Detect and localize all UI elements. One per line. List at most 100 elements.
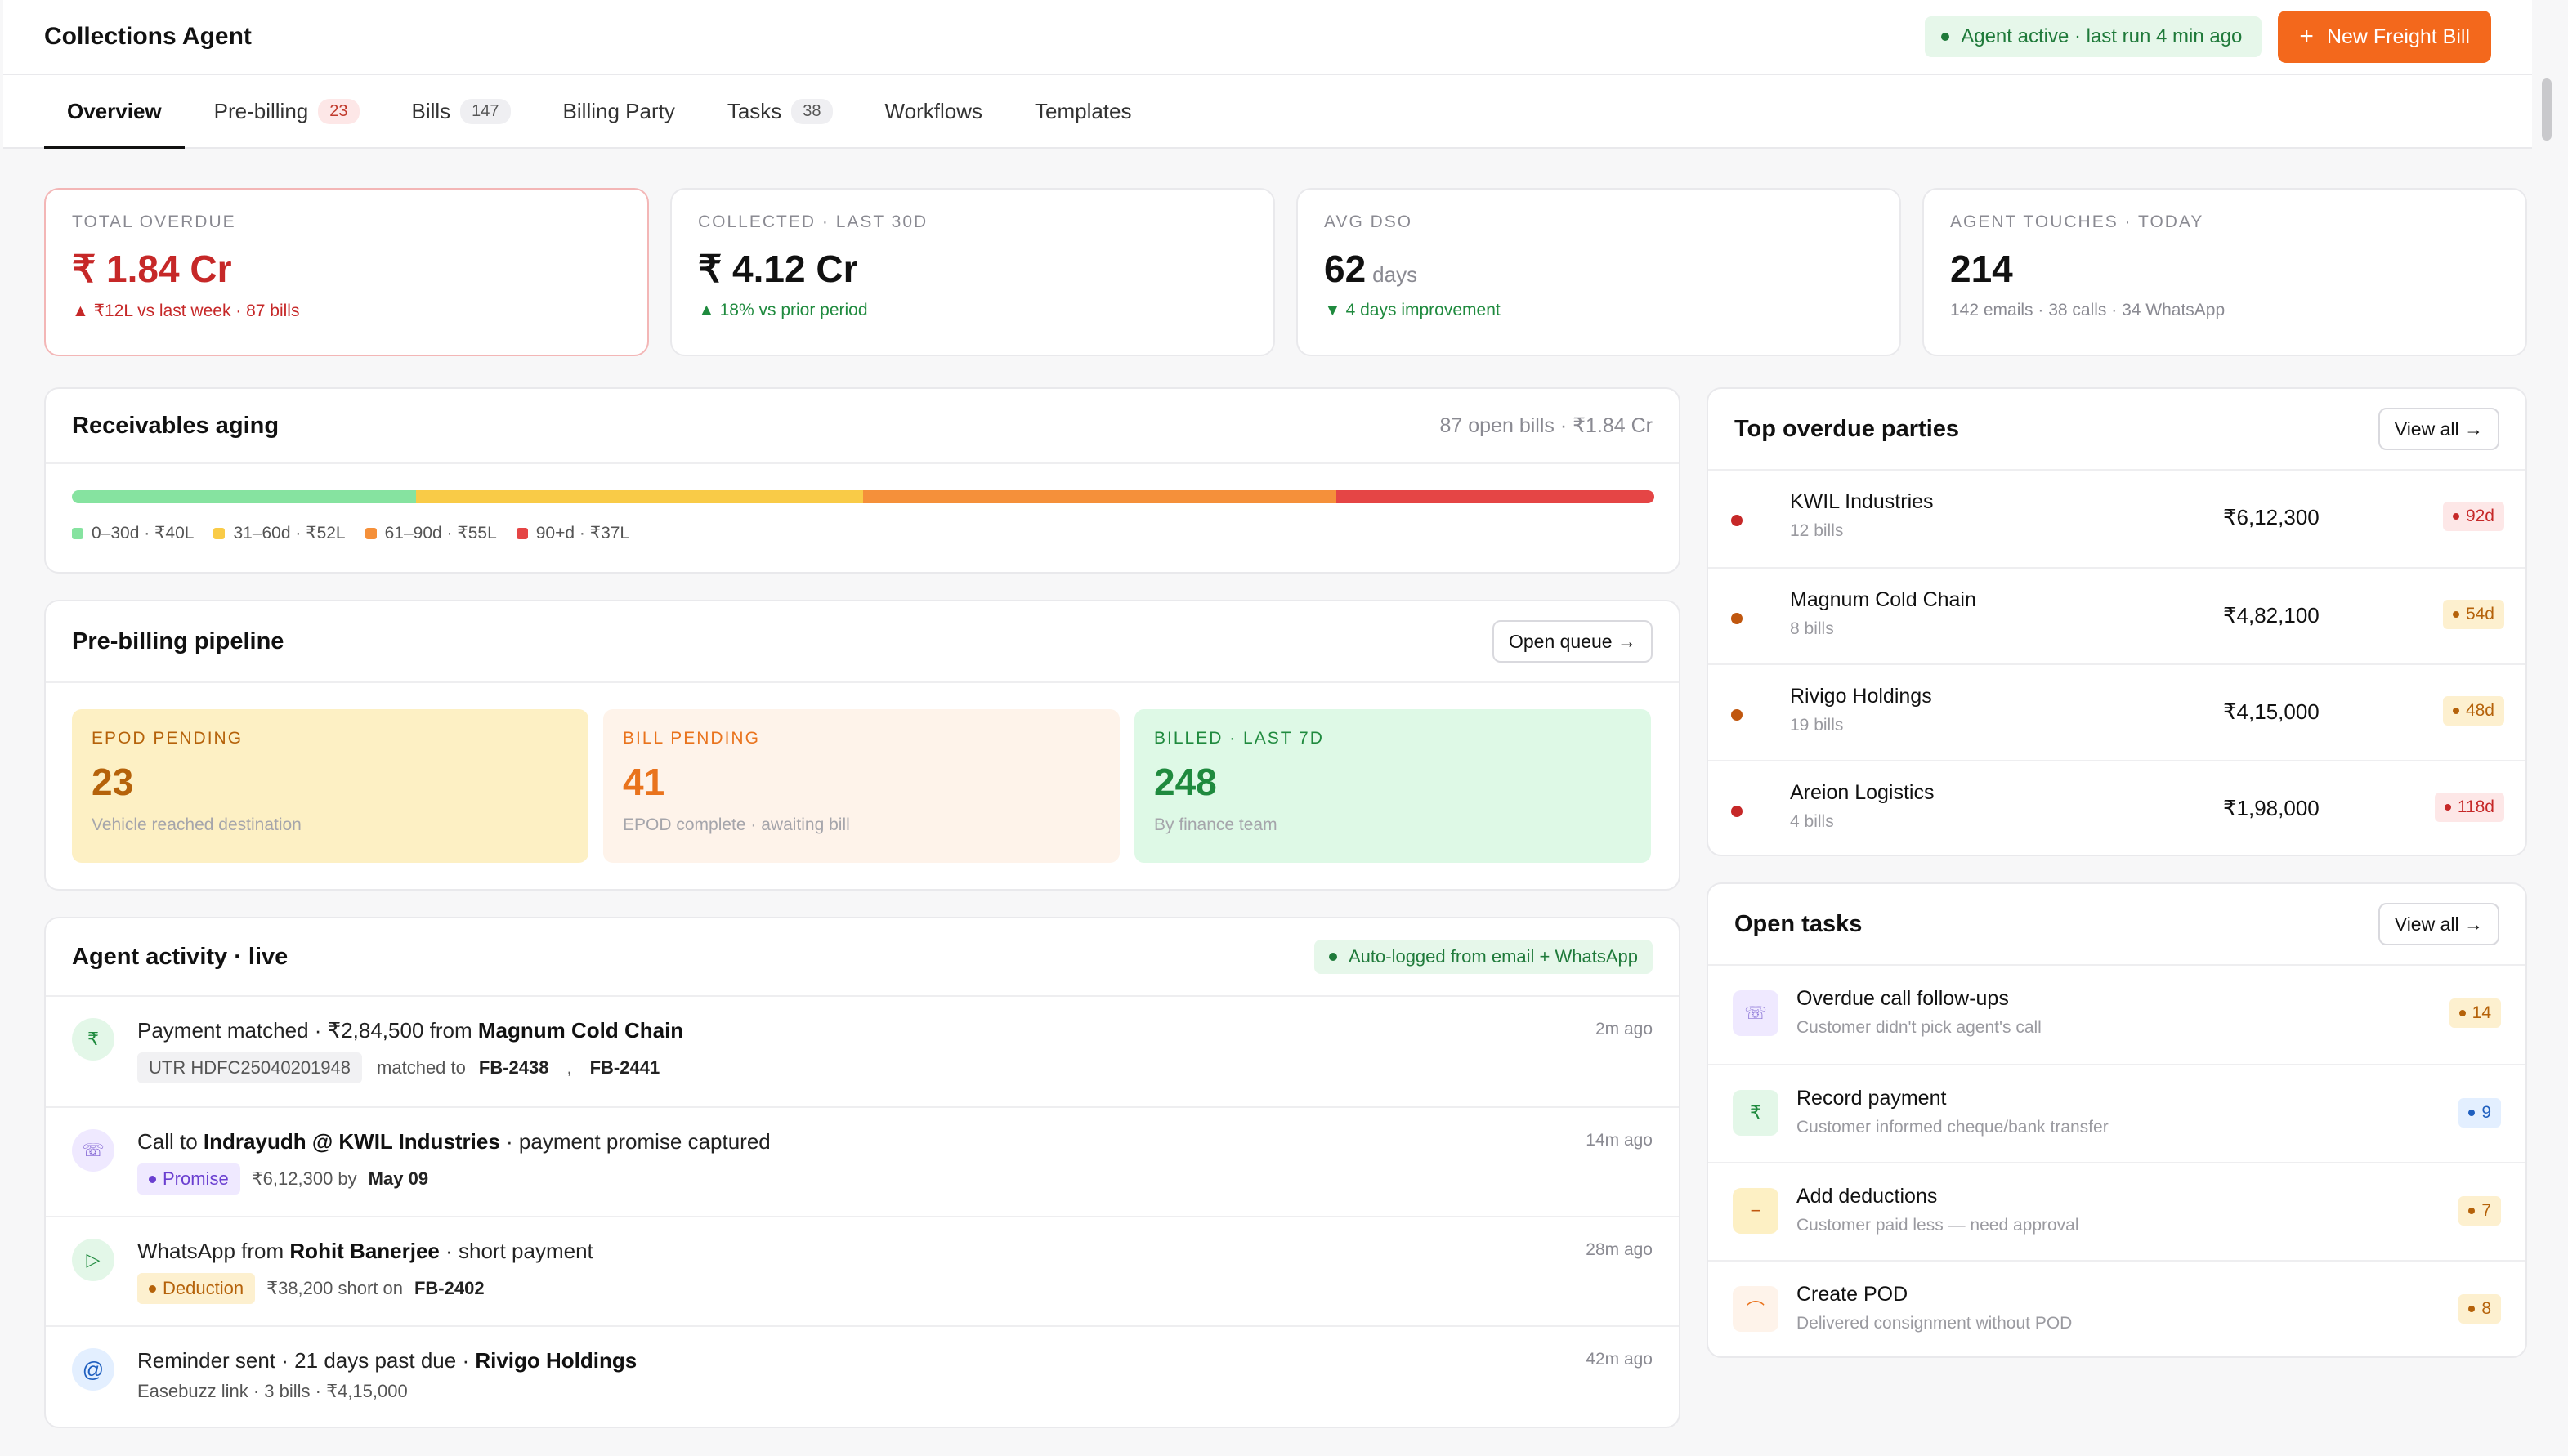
kpi-card-total-overdue: TOTAL OVERDUE ₹ 1.84 Cr ▲ ₹12L vs last w…	[44, 188, 649, 356]
kpi-trend: ▲ 18% vs prior period	[698, 301, 868, 319]
scrollbar-thumb[interactable]	[2542, 78, 2552, 141]
status-dot-icon	[149, 1175, 156, 1183]
task-row[interactable]: ₹ Record payment Customer informed cheque/…	[1708, 1064, 2525, 1162]
kpi-trend: ▲ ₹12L vs last week · 87 bills	[72, 301, 300, 320]
bill-link[interactable]: FB-2402	[414, 1278, 485, 1298]
aging-legend: 0–30d · ₹40L 31–60d · ₹52L 61–90d · ₹55L 90…	[72, 523, 649, 543]
kpi-card-collected: COLLECTED · LAST 30D ₹ 4.12 Cr ▲ 18% vs …	[670, 188, 1275, 356]
tab-templates[interactable]: Templates	[1012, 75, 1155, 147]
pipeline-stage-bill-pending[interactable]: BILL PENDING 41 EPOD complete · awaiting…	[603, 709, 1120, 863]
activity-time: 28m ago	[1586, 1240, 1653, 1259]
detail-text: matched to	[377, 1057, 466, 1078]
auto-logged-badge: Auto-logged from email + WhatsApp	[1313, 940, 1653, 974]
detail-text: ₹38,200 short on	[266, 1278, 403, 1298]
tab-bills[interactable]: Bills 147	[389, 75, 534, 147]
severity-dot-icon	[1731, 515, 1743, 526]
separator: ,	[566, 1057, 572, 1078]
kpi-unit: days	[1372, 262, 1418, 287]
tab-tasks[interactable]: Tasks 38	[705, 75, 856, 147]
severity-dot-icon	[1731, 709, 1743, 721]
tab-count-badge: 23	[318, 98, 360, 124]
task-row[interactable]: − Add deductions Customer paid less — need…	[1708, 1162, 2525, 1260]
bill-link[interactable]: FB-2441	[589, 1057, 660, 1078]
tab-pre-billing[interactable]: Pre-billing 23	[191, 75, 383, 147]
new-freight-bill-button[interactable]: + New Freight Bill	[2278, 11, 2491, 63]
activity-text-part: · short payment	[439, 1239, 593, 1263]
party-row[interactable]: Rivigo Holdings 19 bills ₹4,15,000 48d	[1708, 663, 2525, 760]
severity-dot-icon	[1731, 613, 1743, 624]
badge-label: 14	[2472, 1003, 2491, 1022]
pipeline-stages: EPOD PENDING 23 Vehicle reached destinat…	[72, 709, 1651, 863]
phone-icon: ☏	[1733, 990, 1778, 1036]
minus-icon: −	[1733, 1188, 1778, 1234]
detail-text: ₹6,12,300 by	[251, 1168, 357, 1189]
badge-label: 54d	[2465, 605, 2494, 623]
kpi-label: COLLECTED · LAST 30D	[698, 212, 928, 231]
tab-label: Tasks	[727, 98, 782, 123]
tab-label: Workflows	[884, 98, 982, 123]
task-count-badge: 7	[2458, 1196, 2501, 1226]
activity-item[interactable]: ▷ WhatsApp from Rohit Banerjee · short p…	[46, 1216, 1679, 1325]
rupee-icon: ₹	[1733, 1090, 1778, 1136]
activity-item[interactable]: @ Reminder sent · 21 days past due · Riv…	[46, 1325, 1679, 1427]
activity-party: Magnum Cold Chain	[477, 1018, 684, 1043]
activity-item[interactable]: ₹ Payment matched · ₹2,84,500 from Magnu…	[46, 997, 1679, 1106]
legend-item: 31–60d · ₹52L	[213, 523, 346, 543]
task-row[interactable]: ☏ Overdue call follow-ups Customer didn't …	[1708, 966, 2525, 1064]
whatsapp-icon: ▷	[72, 1239, 114, 1281]
status-dot-icon	[2458, 1010, 2466, 1016]
badge-label: 92d	[2465, 507, 2494, 525]
agent-activity-card: Agent activity · live Auto-logged from e…	[44, 917, 1680, 1428]
party-row[interactable]: KWIL Industries 12 bills ₹6,12,300 92d	[1708, 471, 2525, 567]
party-bill-count: 8 bills	[1790, 619, 1834, 638]
bill-link[interactable]: FB-2438	[478, 1057, 549, 1078]
party-row[interactable]: Areion Logistics 4 bills ₹1,98,000 118d	[1708, 760, 2525, 855]
legend-swatch	[516, 527, 528, 539]
activity-text: Payment matched · ₹2,84,500 from Magnum …	[137, 1018, 683, 1043]
stage-value: 248	[1154, 761, 1217, 803]
open-queue-button[interactable]: Open queue →	[1492, 620, 1653, 663]
stage-value: 41	[623, 761, 665, 803]
kpi-value: 62	[1324, 248, 1367, 290]
legend-label: 0–30d · ₹40L	[92, 524, 195, 543]
utr-chip: UTR HDFC25040201948	[137, 1052, 363, 1083]
task-title: Overdue call follow-ups	[1796, 987, 2009, 1010]
task-description: Customer informed cheque/bank transfer	[1796, 1118, 2109, 1137]
agent-status-text: Agent active · last run 4 min ago	[1961, 25, 2243, 47]
aging-summary: 87 open bills · ₹1.84 Cr	[1439, 414, 1653, 437]
email-icon: @	[72, 1348, 114, 1391]
aging-segment	[72, 490, 416, 503]
days-overdue-badge: 118d	[2434, 793, 2504, 822]
activity-item[interactable]: ☏ Call to Indrayudh @ KWIL Industries · …	[46, 1106, 1679, 1216]
task-count-badge: 9	[2458, 1098, 2501, 1128]
stage-description: Vehicle reached destination	[92, 815, 302, 834]
pipeline-stage-epod-pending[interactable]: EPOD PENDING 23 Vehicle reached destinat…	[72, 709, 588, 863]
stage-label: EPOD PENDING	[92, 729, 244, 748]
activity-party: Rivigo Holdings	[475, 1348, 638, 1373]
activity-details: Deduction ₹38,200 short on FB-2402	[137, 1273, 485, 1304]
signature-icon: ⌒	[1733, 1286, 1778, 1332]
aging-segment	[1335, 490, 1654, 503]
legend-swatch	[213, 527, 226, 539]
aging-segment	[415, 490, 863, 503]
kpi-trend: ▼ 4 days improvement	[1324, 301, 1501, 319]
kpi-label: AVG DSO	[1324, 212, 1413, 231]
view-all-tasks-button[interactable]: View all →	[2378, 903, 2499, 945]
kpi-value-row: 62 days	[1324, 247, 1873, 291]
view-all-parties-button[interactable]: View all →	[2378, 408, 2499, 450]
party-name: KWIL Industries	[1790, 490, 1934, 513]
top-overdue-parties-card: Top overdue parties View all → KWIL Indu…	[1707, 387, 2527, 856]
party-row[interactable]: Magnum Cold Chain 8 bills ₹4,82,100 54d	[1708, 567, 2525, 663]
task-row[interactable]: ⌒ Create POD Delivered consignment without…	[1708, 1260, 2525, 1356]
tab-count-badge: 38	[791, 98, 833, 124]
status-dot-icon	[2468, 1110, 2476, 1116]
rupee-icon: ₹	[72, 1018, 114, 1061]
card-title: Open tasks	[1734, 910, 1863, 937]
tab-billing-party[interactable]: Billing Party	[540, 75, 698, 147]
pipeline-stage-billed[interactable]: BILLED · LAST 7D 248 By finance team	[1134, 709, 1651, 863]
tab-workflows[interactable]: Workflows	[862, 75, 1005, 147]
card-header: Receivables aging 87 open bills · ₹1.84 …	[46, 389, 1679, 464]
tab-overview[interactable]: Overview	[44, 75, 185, 149]
badge-label: Auto-logged from email + WhatsApp	[1348, 946, 1638, 967]
status-dot-icon	[2468, 1208, 2476, 1214]
